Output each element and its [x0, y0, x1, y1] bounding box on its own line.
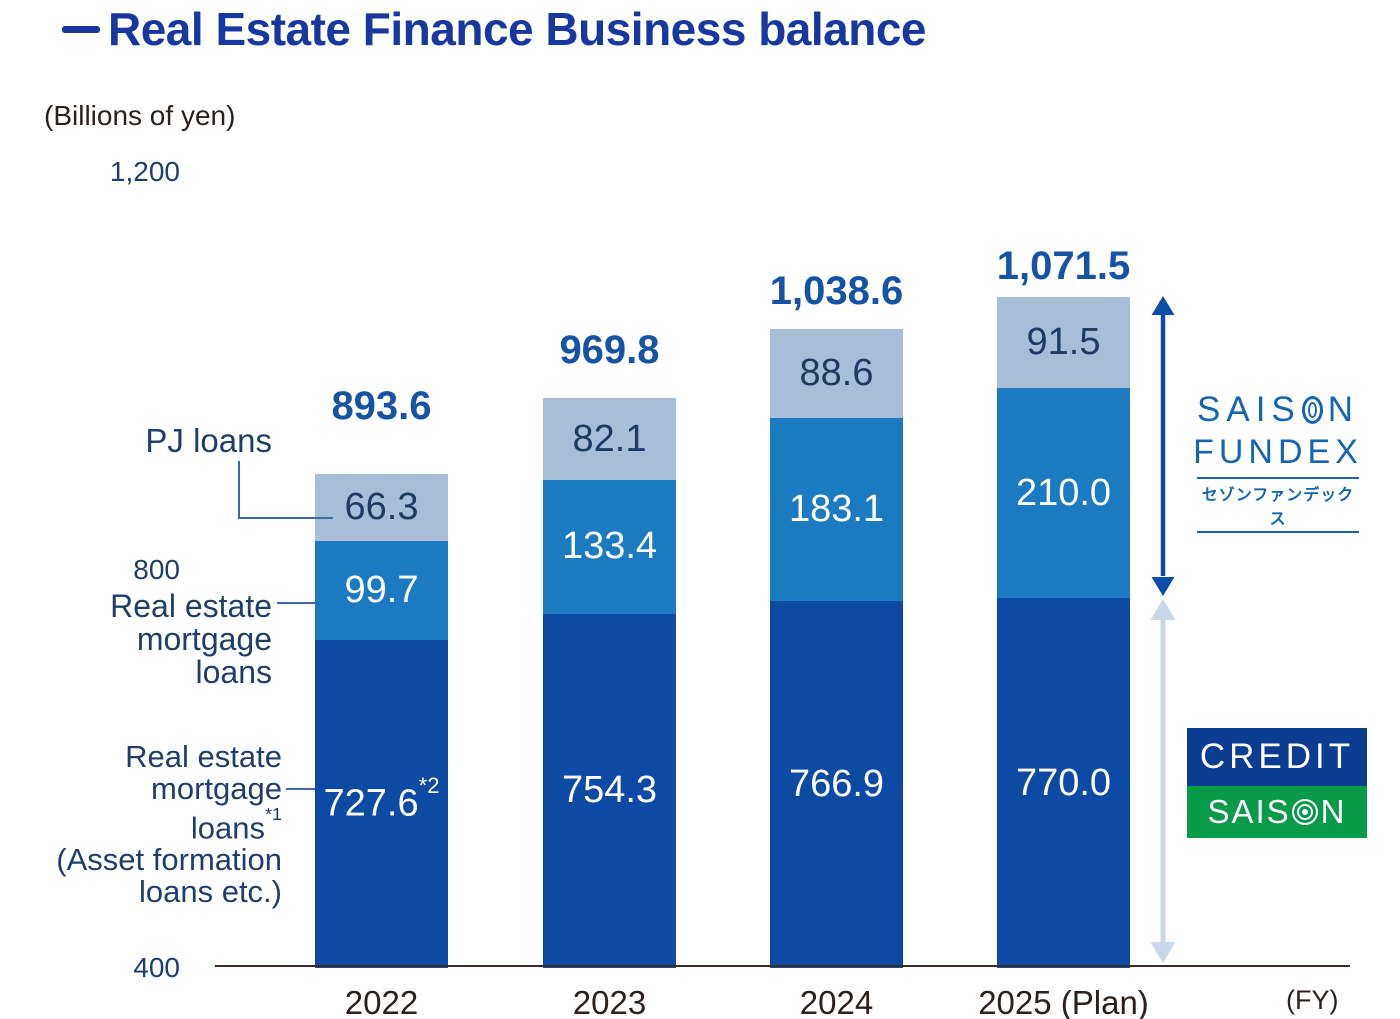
series-label-pj-loans: PJ loans: [145, 422, 272, 459]
footnote-marker: *2: [418, 773, 440, 799]
bar-2025Plan-segment-light: 91.5: [997, 296, 1130, 388]
segment-value-label: 210.0: [1015, 471, 1112, 514]
mortgage-loans-connector-line: [277, 602, 315, 604]
x-axis-category-label: 2022: [344, 984, 419, 1019]
segment-value-label: 183.1: [788, 488, 885, 531]
segment-value-label: 727.6*2: [323, 773, 440, 826]
bar-2023-segment-light: 82.1: [543, 398, 676, 481]
series-label-mortgage-loans: Real estate mortgage loans: [40, 590, 272, 689]
saison-wordmark: SAIS N: [1187, 786, 1367, 838]
label-line: mortgage: [151, 771, 282, 806]
bar-total-label: 969.8: [559, 328, 660, 372]
label-line: Real estate: [110, 588, 272, 624]
bar-2023-segment-dark: 754.3: [543, 613, 676, 968]
credit-wordmark: CREDIT: [1187, 728, 1367, 786]
x-axis-line: [215, 965, 1350, 967]
y-tick-800: 800: [133, 554, 180, 585]
bar-total-label: 1,071.5: [996, 244, 1131, 288]
segment-value-label: 82.1: [572, 417, 647, 460]
pj-loans-connector-line: [238, 517, 333, 519]
logo-rule: [1197, 477, 1359, 479]
y-tick-1200: 1,200: [109, 156, 180, 187]
footnote-marker: *1: [265, 803, 282, 824]
saison-fundex-logo: SAIS N FUNDEX セゾンファンデックス: [1193, 390, 1363, 533]
segment-value-label: 133.4: [561, 525, 658, 568]
segment-value-label: 66.3: [344, 486, 419, 529]
saison-fundex-japanese-text: セゾンファンデックス: [1201, 487, 1355, 528]
title-dash-icon: [62, 26, 100, 33]
segment-value-label: 99.7: [344, 569, 419, 612]
segment-value-label: 91.5: [1026, 320, 1101, 363]
saison-fundex-wordmark: SAIS N: [1197, 390, 1359, 429]
x-axis-category-label: 2023: [572, 984, 647, 1019]
bar-2022-segment-medium: 99.7: [315, 540, 448, 641]
y-tick-400: 400: [133, 952, 180, 983]
bar-2023-segment-medium: 133.4: [543, 480, 676, 614]
label-line: (Asset formation: [56, 842, 282, 878]
pj-loans-connector-line: [238, 461, 240, 519]
credit-saison-logo: CREDIT SAIS N: [1187, 728, 1367, 838]
segment-value-label: 770.0: [1015, 761, 1112, 804]
label-line: loans etc.): [138, 874, 282, 910]
bar-2025Plan-segment-medium: 210.0: [997, 388, 1130, 598]
y-axis-unit-label: (Billions of yen): [44, 100, 236, 131]
segment-span-arrows: [1150, 296, 1176, 963]
bullseye-o-icon: [1301, 396, 1323, 424]
bar-2022-segment-light: 66.3: [315, 474, 448, 541]
bar-2024-segment-light: 88.6: [770, 329, 903, 418]
bar-total-label: 893.6: [331, 384, 432, 428]
bar-2025Plan-segment-dark: 770.0: [997, 598, 1130, 968]
bar-2022-segment-dark: 727.6*2: [315, 640, 448, 968]
fundex-span-arrow: [1151, 296, 1175, 596]
x-axis-fy-label: (FY): [1286, 985, 1339, 1015]
segment-value-label: 754.3: [561, 769, 658, 812]
label-line: loans: [195, 654, 273, 690]
x-axis-category-label: 2024: [799, 984, 874, 1019]
bar-2024-segment-dark: 766.9: [770, 601, 903, 968]
bar-2024-segment-medium: 183.1: [770, 418, 903, 602]
fundex-wordmark: FUNDEX: [1193, 433, 1363, 471]
label-line: Real estate: [125, 739, 282, 774]
label-line: mortgage: [136, 621, 272, 657]
segment-value-label: 766.9: [788, 763, 885, 806]
credit-saison-span-arrow: [1150, 599, 1176, 963]
bar-total-label: 1,038.6: [769, 269, 904, 313]
logo-rule: [1197, 531, 1359, 533]
asset-loans-connector-line: [286, 788, 315, 790]
bullseye-o-icon: [1291, 799, 1318, 825]
segment-value-label: 88.6: [799, 352, 874, 395]
x-axis-category-label: 2025 (Plan): [978, 984, 1149, 1019]
label-line: loans*1: [190, 803, 282, 846]
series-label-asset-formation-loans: Real estate mortgage loans*1 (Asset form…: [30, 741, 282, 908]
page-title: Real Estate Finance Business balance: [108, 3, 927, 55]
